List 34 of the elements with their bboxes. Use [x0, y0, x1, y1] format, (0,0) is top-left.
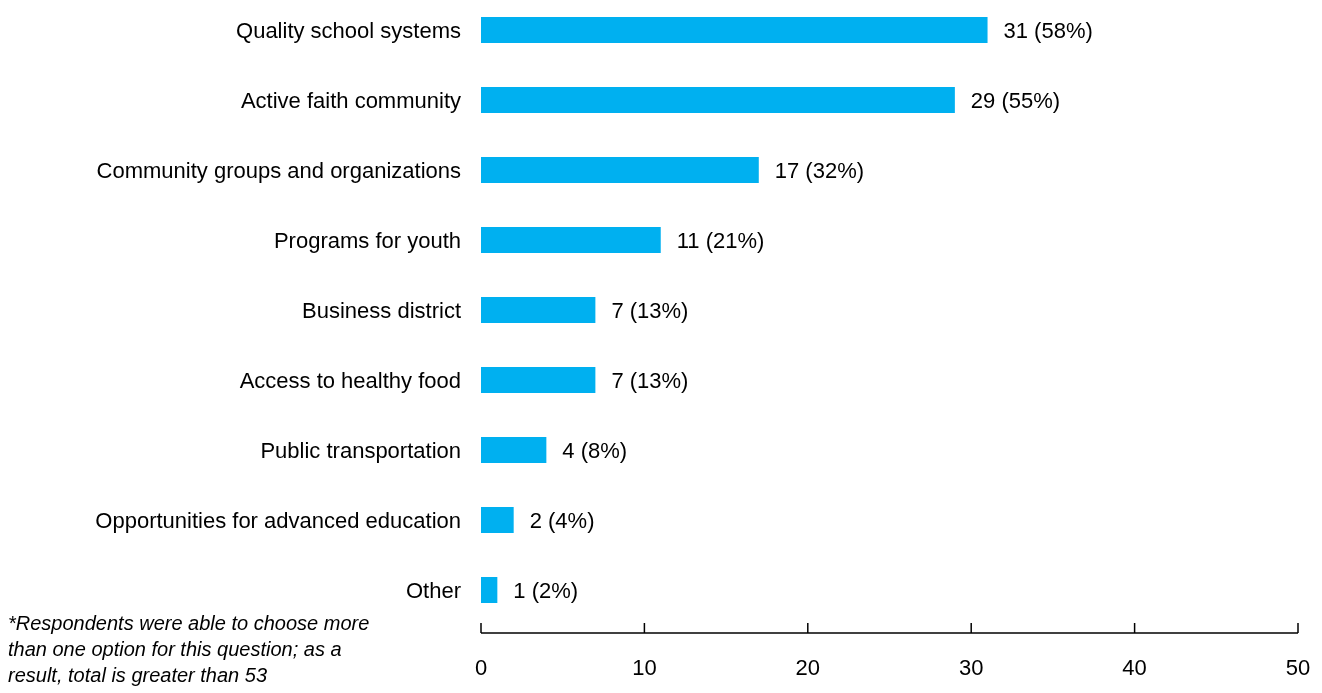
y-tick-label: Community groups and organizations: [96, 157, 461, 183]
data-label: 1 (2%): [513, 577, 579, 603]
x-tick-label: 20: [795, 655, 821, 680]
x-tick-label: 10: [632, 655, 657, 680]
y-tick-label: Business district: [302, 297, 461, 323]
bar: [481, 507, 514, 533]
bar: [481, 437, 547, 463]
bar: [481, 87, 955, 113]
y-tick-label: Programs for youth: [273, 227, 461, 253]
x-tick-label: 30: [958, 655, 984, 680]
data-label: 4 (8%): [562, 437, 628, 463]
bar: [481, 157, 759, 183]
data-label: 7 (13%): [611, 367, 689, 393]
bar: [481, 17, 988, 43]
y-tick-label: Access to healthy food: [239, 367, 461, 393]
data-label: 11 (21%): [676, 227, 765, 253]
bar: [481, 297, 596, 323]
data-label: 17 (32%): [774, 157, 865, 183]
bar: [481, 367, 596, 393]
x-tick-label: 50: [1285, 655, 1311, 680]
y-tick-label: Active faith community: [240, 87, 461, 113]
y-tick-label: Opportunities for advanced education: [95, 507, 461, 533]
y-tick-label: Quality school systems: [236, 17, 461, 43]
bar: [481, 227, 661, 253]
x-tick-label: 0: [474, 655, 488, 680]
y-tick-label: Other: [405, 577, 461, 603]
data-label: 7 (13%): [611, 297, 689, 323]
data-label: 31 (58%): [1003, 17, 1093, 43]
bar: [481, 577, 498, 603]
x-tick-label: 40: [1122, 655, 1147, 680]
data-label: 29 (55%): [970, 87, 1061, 113]
y-tick-label: Public transportation: [260, 437, 461, 463]
data-label: 2 (4%): [529, 507, 595, 533]
text: *Respondents were able to choose more than one option for this question; as a result, total is greater than 53: [8, 612, 370, 686]
